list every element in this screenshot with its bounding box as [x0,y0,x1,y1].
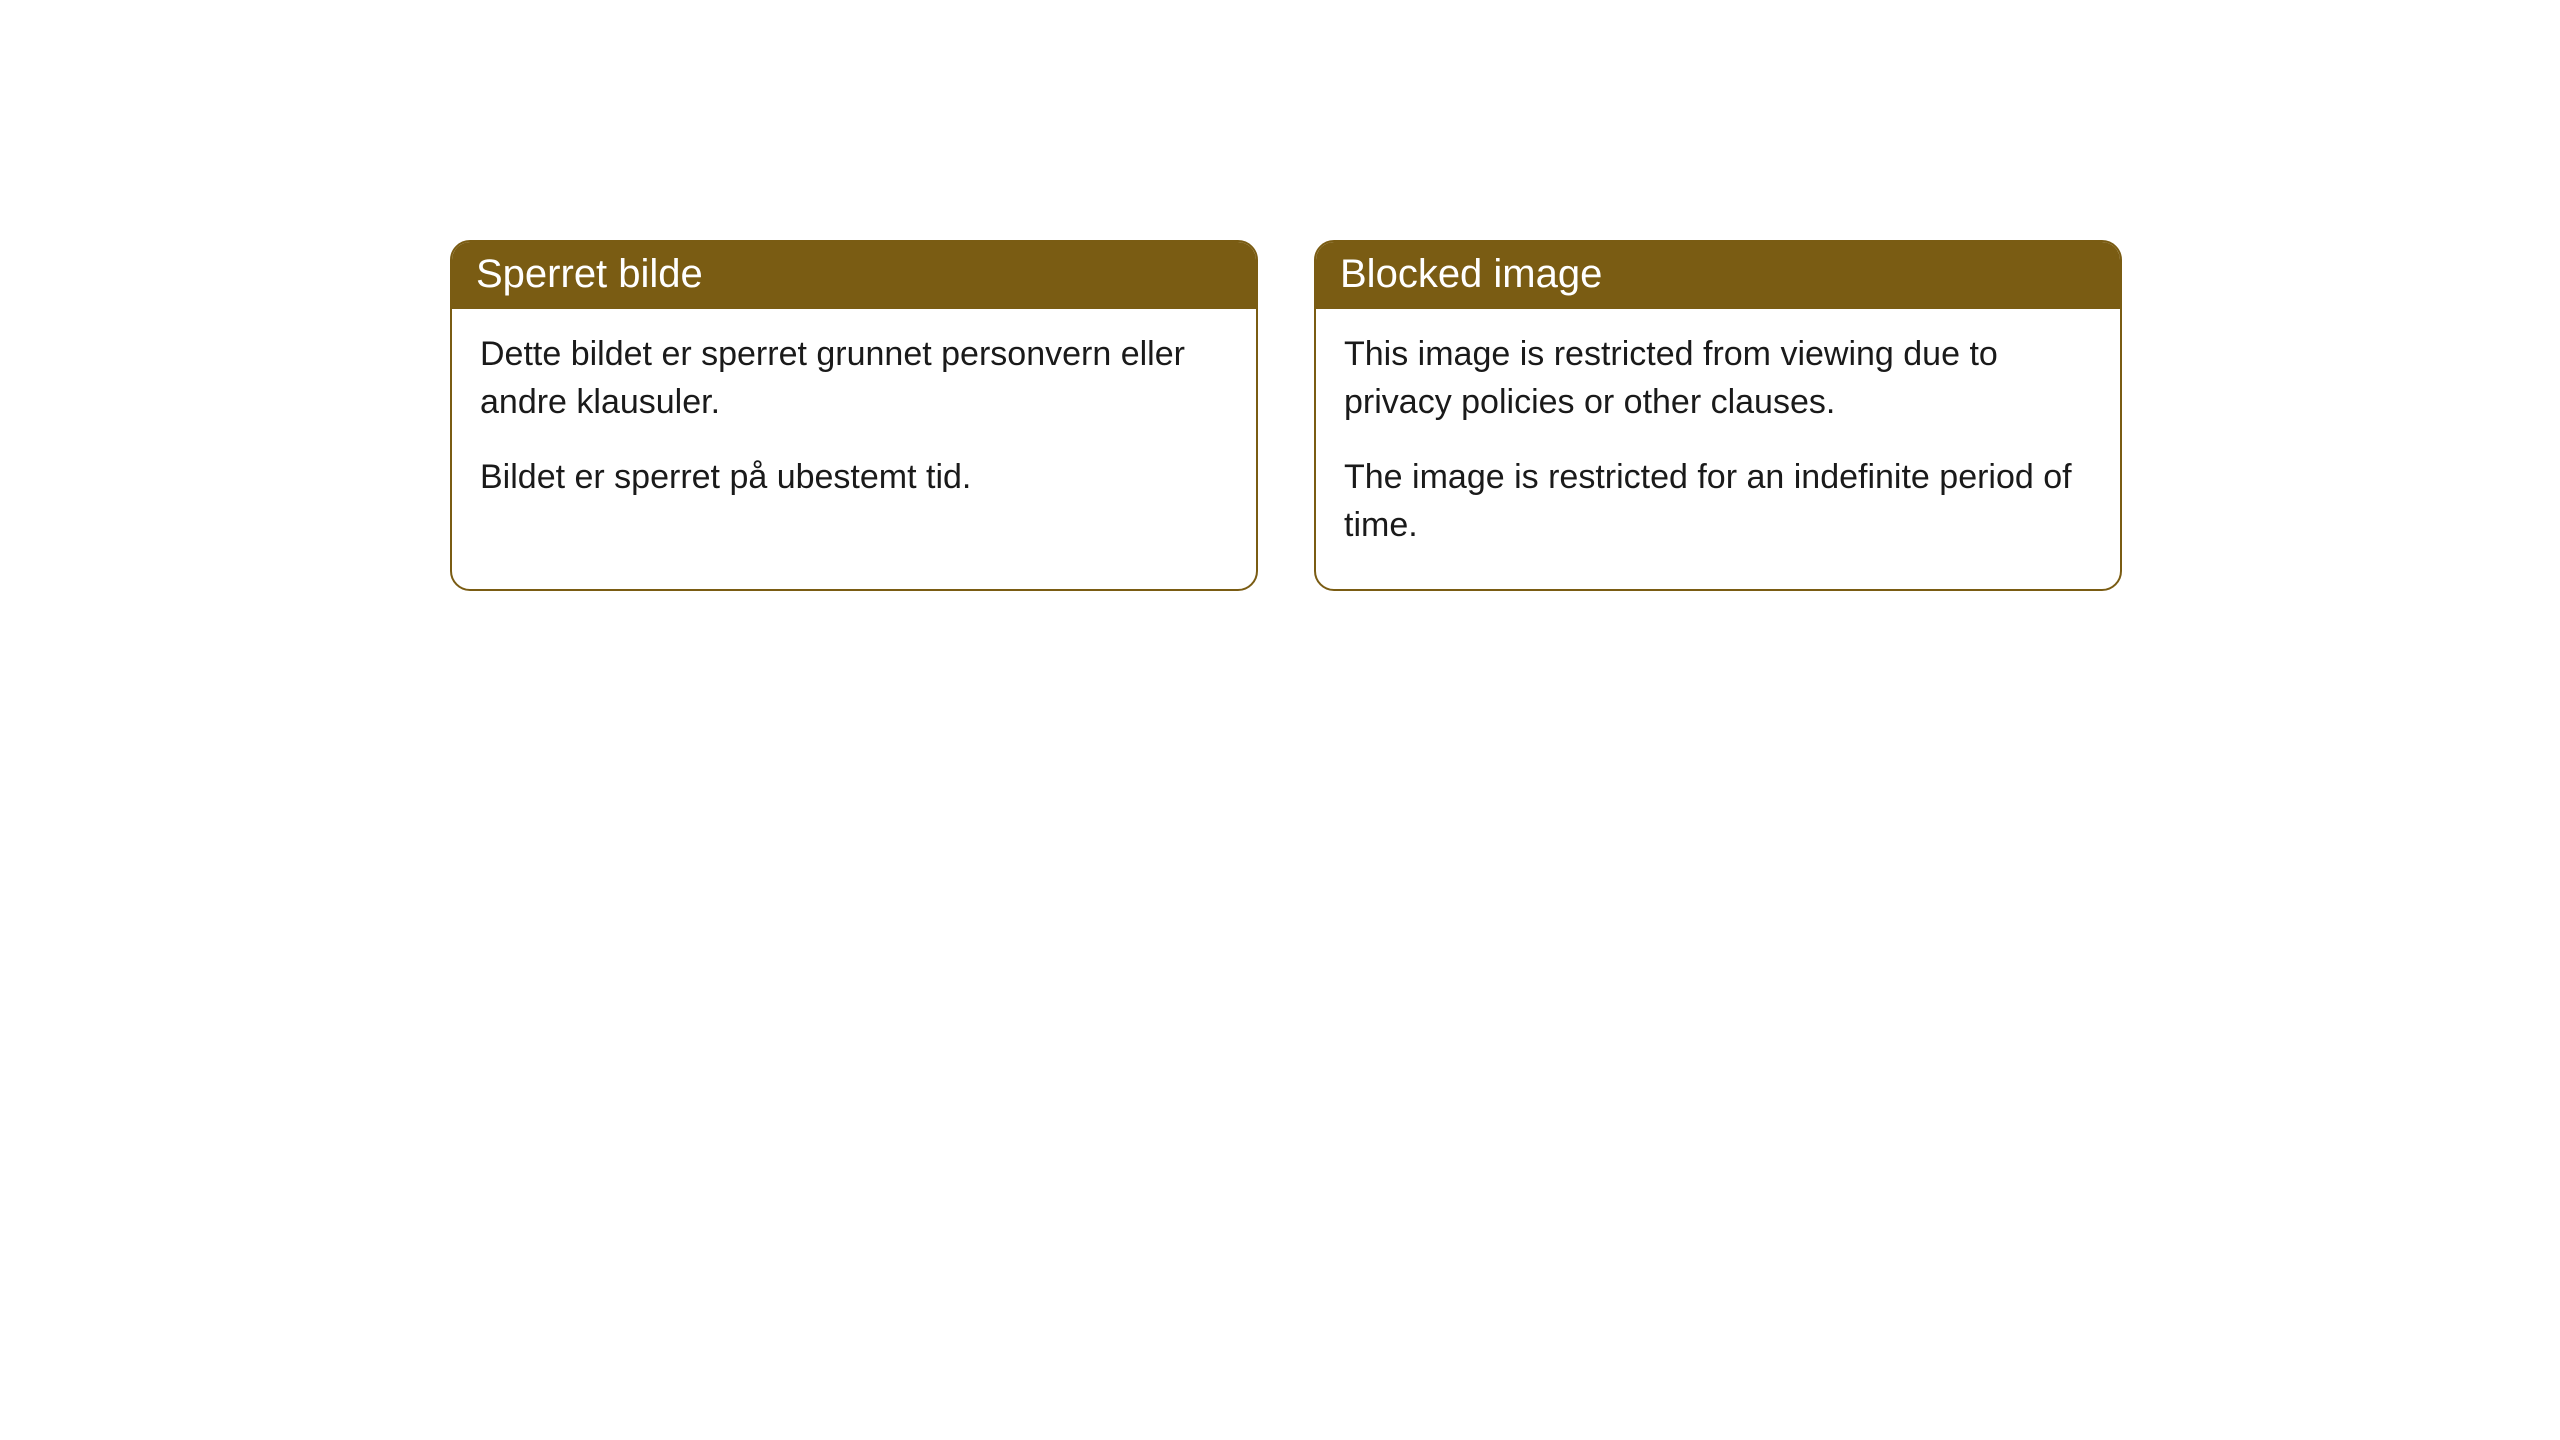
blocked-image-card-en: Blocked image This image is restricted f… [1314,240,2122,591]
card-paragraph-1: Dette bildet er sperret grunnet personve… [480,331,1228,426]
card-header: Blocked image [1316,242,2120,309]
card-paragraph-2: Bildet er sperret på ubestemt tid. [480,454,1228,502]
blocked-image-card-no: Sperret bilde Dette bildet er sperret gr… [450,240,1258,591]
cards-container: Sperret bilde Dette bildet er sperret gr… [450,240,2560,591]
card-body: Dette bildet er sperret grunnet personve… [452,309,1256,542]
card-body: This image is restricted from viewing du… [1316,309,2120,589]
card-header: Sperret bilde [452,242,1256,309]
card-paragraph-2: The image is restricted for an indefinit… [1344,454,2092,549]
card-paragraph-1: This image is restricted from viewing du… [1344,331,2092,426]
